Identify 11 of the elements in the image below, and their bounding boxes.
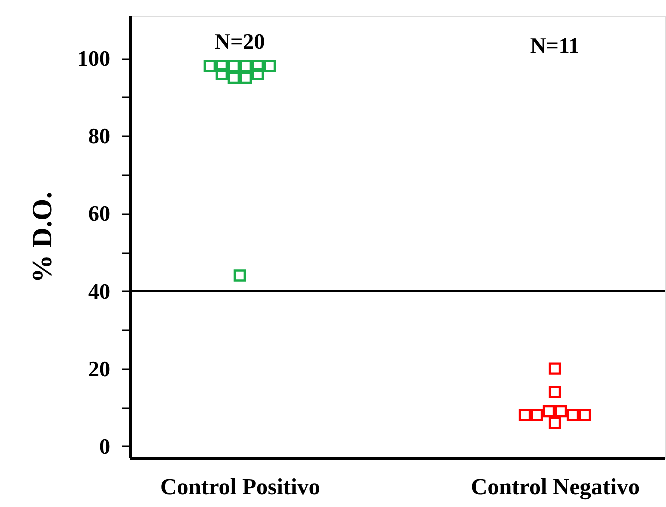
y-tick-label: 80 bbox=[88, 124, 110, 149]
x-tick-label: Control Negativo bbox=[471, 474, 640, 500]
y-tick-label: 100 bbox=[78, 46, 110, 72]
y-tick-label: 40 bbox=[88, 278, 110, 304]
y-tick-label: 20 bbox=[88, 356, 110, 382]
annotation: N=20 bbox=[214, 29, 266, 54]
annotation: N=11 bbox=[530, 33, 580, 58]
y-axis-title: % D.O. bbox=[28, 192, 58, 283]
y-tick-label: 0 bbox=[100, 434, 110, 459]
x-tick-label: Control Positivo bbox=[160, 474, 320, 500]
y-tick-label: 60 bbox=[88, 201, 110, 226]
